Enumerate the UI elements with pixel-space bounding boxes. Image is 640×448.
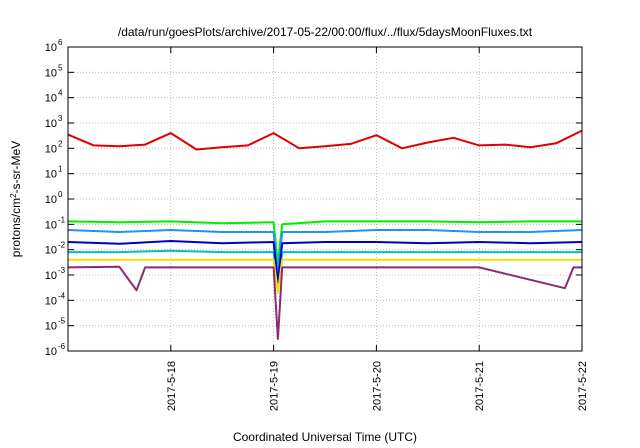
y-tick-exponent: 5 — [58, 63, 63, 72]
series-line-4 — [67, 240, 583, 284]
y-tick-exponent: 4 — [58, 89, 63, 98]
grid-lines — [68, 46, 583, 352]
plot-area-frame — [67, 46, 583, 352]
series-line-1 — [67, 220, 582, 264]
y-tick-label: 10 — [45, 245, 57, 257]
x-tick-label: 2017-5-18 — [166, 361, 178, 411]
series-line-0 — [67, 129, 583, 151]
y-tick-label: 10 — [45, 219, 57, 231]
y-axis: 10 -610 -510 -410 -310 -210 -110 010 110 210 310 41… — [45, 38, 582, 358]
y-tick-exponent: -5 — [58, 317, 66, 326]
series-line-6 — [67, 265, 582, 340]
y-tick-label: 10 — [45, 270, 57, 282]
y-tick-label: 10 — [45, 42, 57, 54]
y-tick-exponent: -3 — [58, 266, 66, 275]
y-tick-exponent: 3 — [58, 114, 63, 123]
series-line-5 — [68, 258, 582, 294]
y-tick-exponent: -1 — [58, 215, 66, 224]
y-tick-exponent: 6 — [58, 38, 63, 47]
series-line-2 — [67, 229, 583, 276]
y-tick-label: 10 — [45, 143, 57, 155]
x-tick-label: 2017-5-19 — [269, 361, 281, 411]
y-tick-label: 10 — [45, 321, 57, 333]
y-tick-label: 10 — [45, 194, 57, 206]
y-tick-label: 10 — [45, 93, 57, 105]
y-tick-exponent: 2 — [58, 139, 63, 148]
chart-title: /data/run/goesPlots/archive/2017-05-22/0… — [118, 25, 533, 39]
y-tick-label: 10 — [45, 169, 57, 181]
x-tick-label: 2017-5-22 — [577, 361, 589, 411]
x-axis: 2017-5-18 2017-5-19 2017-5-20 2017-5-21 2017… — [166, 47, 589, 411]
y-axis-label: protons/cm2-s-sr-MeV — [9, 141, 23, 257]
series-lines — [67, 129, 583, 340]
y-tick-exponent: -4 — [58, 291, 66, 300]
y-tick-exponent: -6 — [58, 342, 66, 351]
x-tick-label: 2017-5-20 — [371, 361, 383, 411]
y-tick-label: 10 — [45, 295, 57, 307]
y-tick-exponent: 0 — [58, 190, 63, 199]
y-tick-label: 10 — [45, 118, 57, 130]
y-tick-label: 10 — [45, 67, 57, 79]
x-axis-label: Coordinated Universal Time (UTC) — [233, 430, 417, 444]
y-tick-exponent: 1 — [58, 165, 63, 174]
y-tick-exponent: -2 — [58, 241, 66, 250]
x-tick-label: 2017-5-21 — [474, 361, 486, 411]
y-tick-label: 10 — [45, 346, 57, 358]
